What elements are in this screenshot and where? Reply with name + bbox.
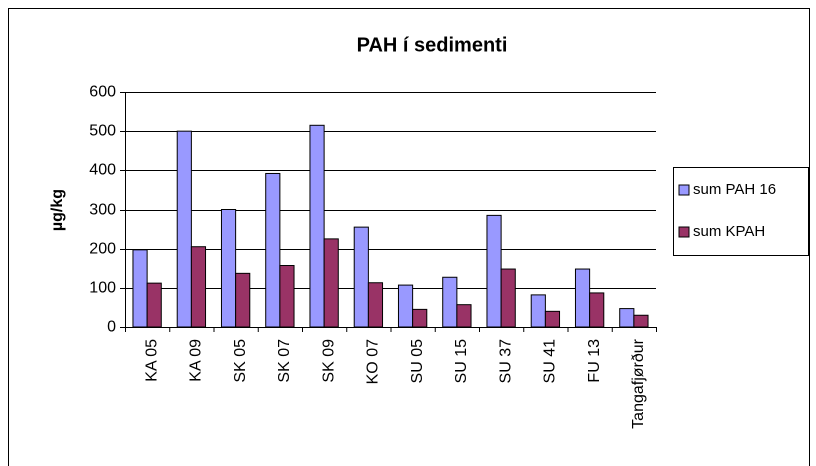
- chart-title: PAH í sedimenti: [357, 34, 508, 56]
- x-tick-label: Tangafjørður: [630, 338, 647, 428]
- bar: [146, 282, 162, 328]
- bar: [633, 314, 649, 328]
- x-tick-label: KA 09: [188, 339, 205, 382]
- y-tick-label: 200: [89, 241, 116, 258]
- x-tick-label: SU 15: [453, 339, 470, 384]
- bar: [589, 292, 605, 328]
- legend: [673, 167, 809, 256]
- bar: [530, 294, 546, 328]
- bar: [442, 276, 458, 328]
- x-tick-label: KO 07: [365, 339, 382, 384]
- bar: [265, 172, 281, 328]
- y-tick-label: 100: [89, 280, 116, 297]
- y-axis-label: µg/kg: [49, 189, 66, 231]
- y-tick-label: 0: [107, 319, 116, 336]
- legend-swatch: [678, 184, 690, 196]
- bar: [279, 265, 295, 328]
- bar: [309, 124, 325, 328]
- x-tick-label: SU 37: [497, 339, 514, 384]
- bar: [456, 304, 472, 328]
- x-tick-label: SK 09: [320, 339, 337, 383]
- bar: [235, 272, 251, 328]
- x-tick-label: FU 13: [586, 339, 603, 383]
- bar: [176, 130, 192, 328]
- bar: [190, 246, 207, 328]
- bar: [353, 226, 369, 328]
- x-tick-label: SK 05: [232, 339, 249, 383]
- bar: [323, 238, 339, 328]
- x-tick-label: KA 05: [143, 339, 160, 382]
- bar: [500, 268, 516, 328]
- x-tick-label: SU 05: [409, 339, 426, 384]
- legend-label: sum PAH 16: [693, 181, 776, 198]
- legend-label: sum KPAH: [693, 223, 765, 240]
- y-tick-label: 600: [89, 84, 116, 101]
- x-tick-label: SK 07: [276, 339, 293, 383]
- bar: [486, 214, 502, 328]
- bar: [132, 249, 148, 328]
- x-tick-label: SU 41: [542, 339, 559, 384]
- bar: [544, 310, 561, 328]
- bar: [367, 282, 384, 328]
- bar: [397, 284, 414, 328]
- bar: [574, 268, 591, 328]
- legend-swatch: [678, 226, 690, 238]
- bar: [619, 308, 635, 328]
- y-tick-label: 400: [89, 162, 116, 179]
- bar: [412, 308, 428, 328]
- y-tick-label: 500: [89, 123, 116, 140]
- bar: [220, 209, 237, 328]
- y-tick-label: 300: [89, 202, 116, 219]
